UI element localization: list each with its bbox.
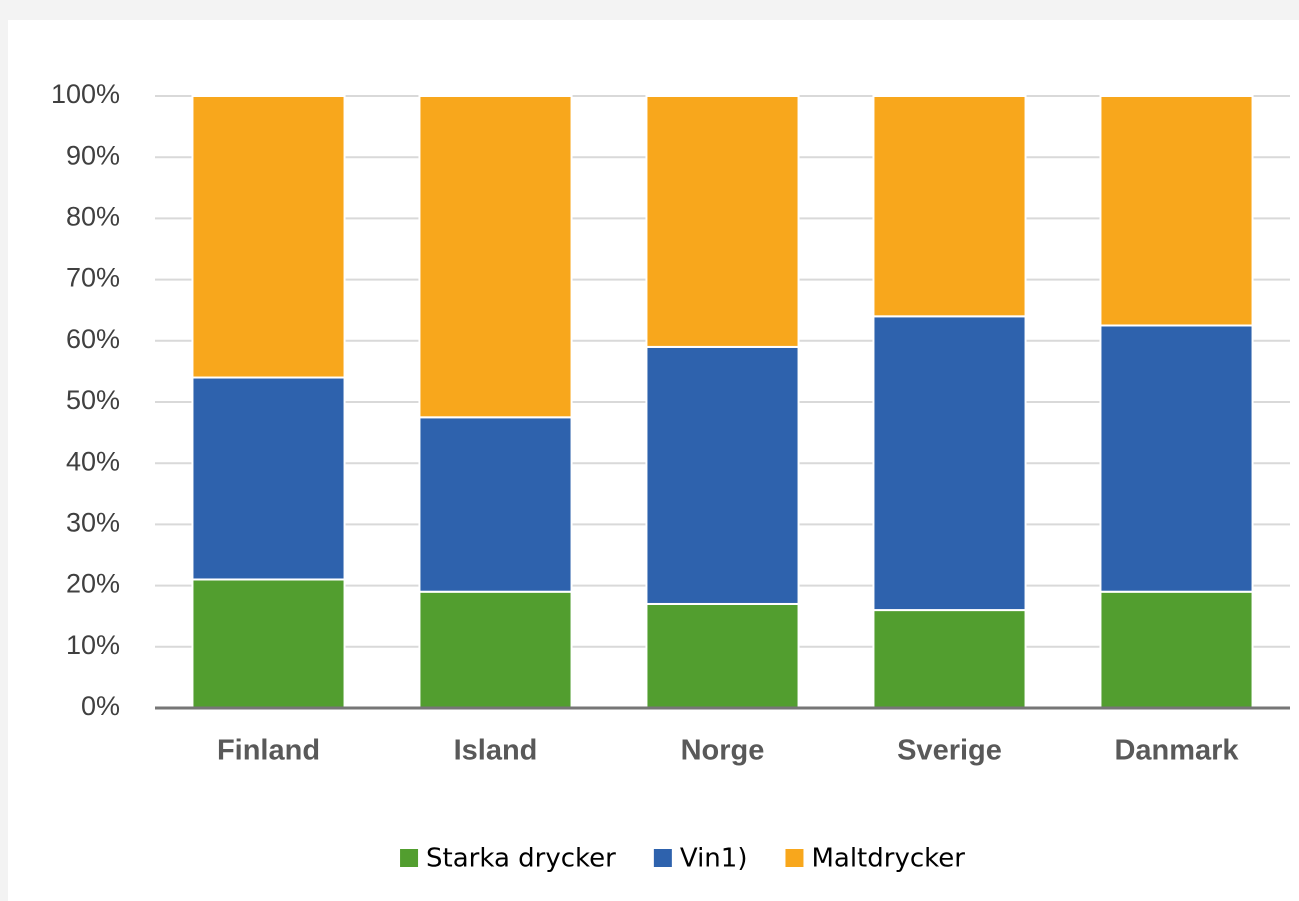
x-tick-label: Danmark [1114, 735, 1239, 767]
x-tick-label: Sverige [897, 735, 1002, 767]
bar-segment [418, 95, 573, 419]
bar-segment [191, 376, 346, 581]
bar-segment [191, 95, 346, 379]
y-tick-label: 50% [66, 385, 120, 415]
x-tick-label: Finland [217, 735, 320, 767]
bar-segment [1099, 590, 1254, 709]
legend-swatch [785, 849, 804, 867]
bar-segment [645, 95, 800, 348]
y-tick-label: 0% [81, 691, 120, 721]
bar-segment [872, 609, 1027, 710]
bar-segment [1099, 324, 1254, 593]
y-tick-label: 70% [66, 263, 120, 293]
x-tick-label: Norge [681, 735, 765, 767]
legend-swatch [400, 849, 419, 867]
y-tick-label: 40% [66, 446, 120, 476]
bar-segment [872, 95, 1027, 318]
legend-swatch [653, 849, 672, 867]
y-tick-label: 90% [66, 140, 120, 170]
bar-segment [1099, 95, 1254, 327]
y-tick-label: 100% [51, 79, 120, 109]
y-tick-label: 80% [66, 202, 120, 232]
bar-segment [645, 602, 800, 710]
y-tick-label: 60% [66, 324, 120, 354]
bar-segment [872, 315, 1027, 612]
legend-label: Starka drycker [426, 844, 616, 874]
legend-label: Vin1) [680, 844, 748, 874]
y-tick-label: 30% [66, 508, 120, 538]
y-tick-label: 20% [66, 569, 120, 599]
bar-segment [418, 416, 573, 593]
bar-segment [645, 345, 800, 605]
bar-segment [191, 578, 346, 709]
x-tick-label: Island [454, 735, 538, 767]
y-tick-label: 10% [66, 630, 120, 660]
bar-segment [418, 590, 573, 709]
legend-label: Maltdrycker [811, 844, 965, 874]
